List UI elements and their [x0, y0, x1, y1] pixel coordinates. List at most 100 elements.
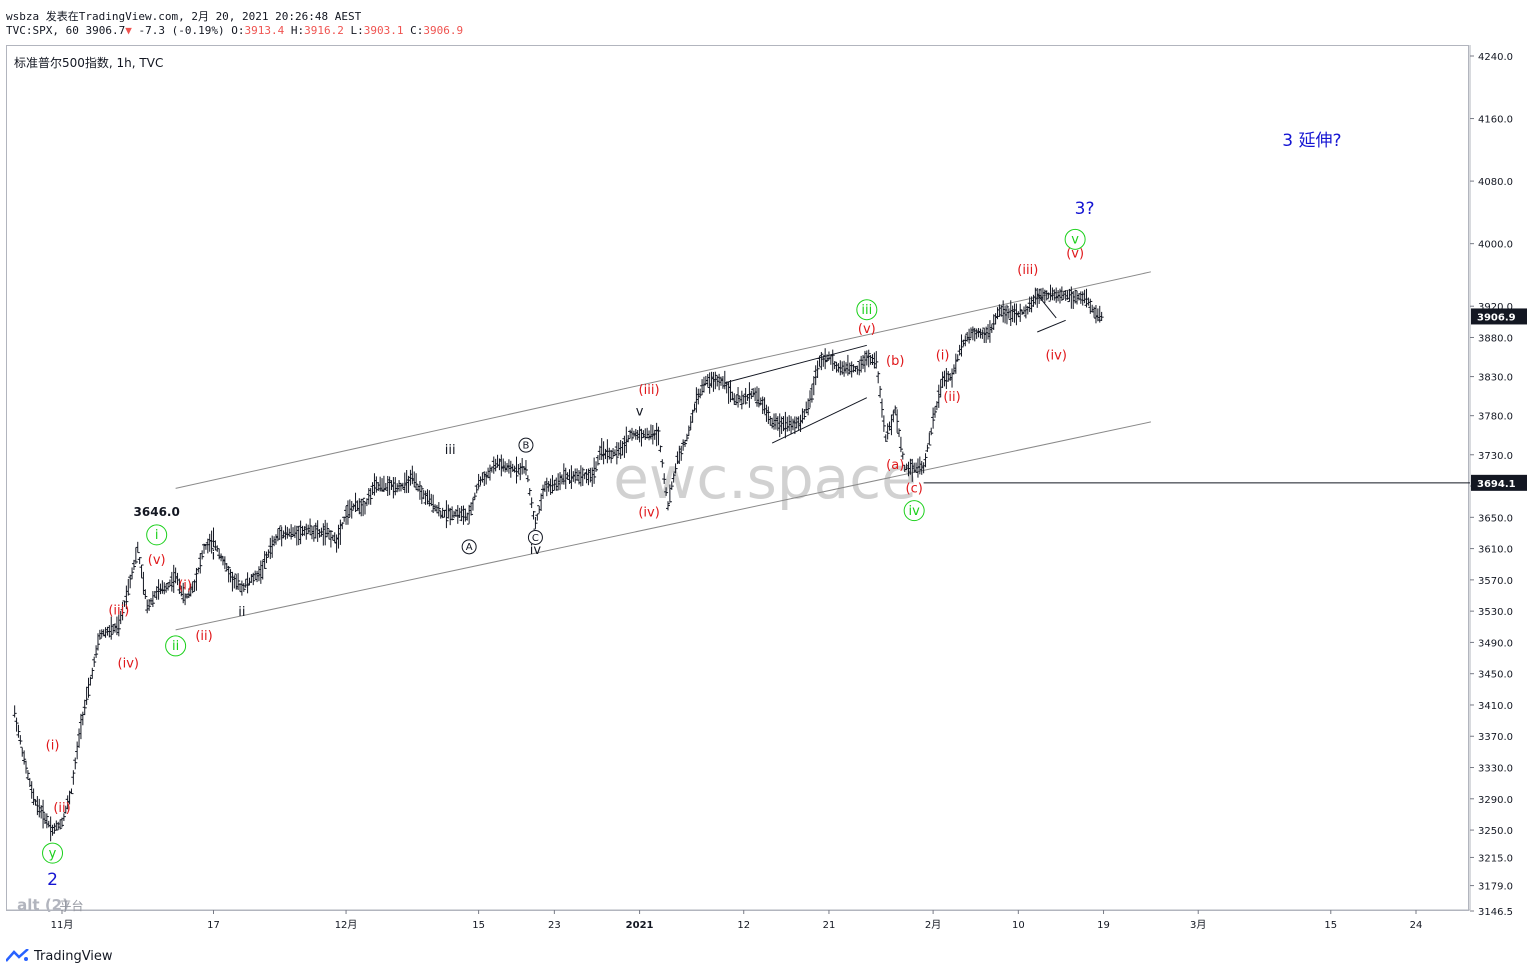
- wave-label: (ii): [195, 629, 212, 644]
- price-axis-label: 3330.0: [1478, 764, 1513, 775]
- wave-label: i: [212, 549, 216, 564]
- time-axis-label: 24: [1410, 920, 1423, 931]
- wave-label: (ii): [53, 801, 70, 816]
- price-axis-label: 4000.0: [1478, 240, 1513, 251]
- wave-label: iv: [530, 543, 542, 558]
- price-axis-label: 3920.0: [1478, 302, 1513, 313]
- time-axis-label: 15: [1324, 920, 1337, 931]
- wave-label: 平台: [59, 898, 83, 913]
- symbol-interval: TVC:SPX, 60: [6, 24, 79, 37]
- trendline: [724, 344, 867, 384]
- wave-label: (v): [858, 322, 876, 337]
- time-axis-label: 23: [548, 920, 561, 931]
- price-axis-label: 3146.5: [1478, 907, 1513, 918]
- price-axis-label: 3250.0: [1478, 826, 1513, 837]
- watermark-text: ewc.space: [613, 444, 917, 512]
- wave-label: y: [49, 846, 57, 861]
- wave-label-circle: [146, 524, 168, 546]
- high-value: 3916.2: [304, 24, 344, 37]
- price-tag: [1471, 308, 1527, 325]
- wave-label: iii: [861, 303, 872, 318]
- wave-label: 3?: [1075, 199, 1095, 219]
- wave-label-circle: [165, 635, 187, 657]
- wave-label-circle: [527, 529, 543, 545]
- time-axis-label: 12: [737, 920, 750, 931]
- trendline: [1037, 319, 1066, 333]
- wave-label-circle: [1064, 228, 1086, 250]
- time-axis-label: 11月: [51, 919, 74, 931]
- price-axis-label: 3650.0: [1478, 513, 1513, 524]
- price-axis-label: 3730.0: [1478, 451, 1513, 462]
- wave-label-circle: [461, 539, 477, 555]
- wave-label: 3646.0: [134, 505, 180, 519]
- wave-label: (iii): [639, 383, 660, 398]
- tradingview-logo-icon: [6, 949, 29, 962]
- symbol-title: 标准普尔500指数, 1h, TVC: [14, 56, 164, 70]
- wave-label-circle: [903, 500, 925, 522]
- wave-label: (v): [1066, 247, 1084, 262]
- tradingview-footer[interactable]: TradingView: [6, 944, 113, 968]
- price-axis-label: 3215.0: [1478, 853, 1513, 864]
- wave-label: (i): [46, 739, 60, 754]
- price-tag-label: 3906.9: [1477, 312, 1516, 323]
- ohlc-bar: TVC:SPX, 60 3906.7▼ -7.3 (-0.19%) O:3913…: [6, 24, 463, 37]
- wave-label: (ii): [943, 390, 960, 405]
- tradingview-logo-text: TradingView: [34, 948, 113, 964]
- price-tag-label: 3694.1: [1477, 479, 1516, 490]
- channel-lower-line: [175, 421, 1151, 631]
- price-axis-label: 3290.0: [1478, 795, 1513, 806]
- channel-upper-line: [175, 271, 1151, 489]
- wave-label-circle: [856, 299, 878, 321]
- trendline: [771, 397, 868, 444]
- time-axis-label: 15: [472, 920, 485, 931]
- price-axis-label: 4160.0: [1478, 115, 1513, 126]
- price-axis-label: 3490.0: [1478, 638, 1513, 649]
- price-tag: [1471, 474, 1527, 491]
- time-axis-label: 3月: [1190, 919, 1206, 931]
- wave-label: iii: [445, 443, 456, 458]
- wave-label: (c): [906, 481, 923, 496]
- wave-label: alt (2): [17, 896, 69, 914]
- price-axis-label: 4240.0: [1478, 52, 1513, 63]
- last-price: 3906.7: [85, 24, 126, 37]
- wave-label-circle: [518, 437, 534, 453]
- price-axis-label: 3530.0: [1478, 607, 1513, 618]
- close-label: C:: [410, 24, 424, 37]
- time-axis-label: 2月: [925, 919, 941, 931]
- close-value: 3906.9: [423, 24, 464, 37]
- low-value: 3903.1: [363, 24, 404, 37]
- time-axis-label: 21: [823, 920, 836, 931]
- low-label: L:: [350, 24, 364, 37]
- publish-info-text: wsbza 发表在TradingView.com, 2月 20, 2021 20…: [6, 10, 362, 23]
- price-axis-label: 3410.0: [1478, 701, 1513, 712]
- change-value: -7.3 (-0.19%): [138, 24, 225, 37]
- trendline: [1036, 294, 1057, 319]
- price-axis-label: 3830.0: [1478, 373, 1513, 384]
- wave-label: iv: [909, 504, 921, 519]
- wave-label: v: [1071, 233, 1079, 248]
- time-axis-label: 19: [1097, 920, 1110, 931]
- wave-label: (iii): [1017, 263, 1038, 278]
- wave-label: ii: [172, 639, 179, 654]
- wave-label: v: [636, 405, 644, 420]
- price-axis-label: 4080.0: [1478, 177, 1513, 188]
- wave-label: C: [532, 533, 539, 544]
- wave-label: (iv): [638, 506, 659, 521]
- high-label: H:: [290, 24, 305, 37]
- change-arrow: ▼: [125, 24, 132, 37]
- wave-label: B: [523, 441, 530, 452]
- wave-label: (iv): [1045, 348, 1066, 363]
- price-axis-label: 3370.0: [1478, 732, 1513, 743]
- price-axis-label: 3450.0: [1478, 670, 1513, 681]
- price-axis-label: 3570.0: [1478, 576, 1513, 587]
- time-axis-label: 10: [1012, 920, 1025, 931]
- wave-label: (v): [148, 553, 166, 568]
- open-value: 3913.4: [244, 24, 285, 37]
- wave-label: A: [466, 542, 473, 553]
- price-axis-label: 3179.0: [1478, 882, 1513, 893]
- wave-label: (a): [886, 458, 904, 473]
- wave-label: 2: [47, 870, 58, 890]
- wave-label: (b): [886, 354, 904, 369]
- publish-info: wsbza 发表在TradingView.com, 2月 20, 2021 20…: [6, 8, 361, 24]
